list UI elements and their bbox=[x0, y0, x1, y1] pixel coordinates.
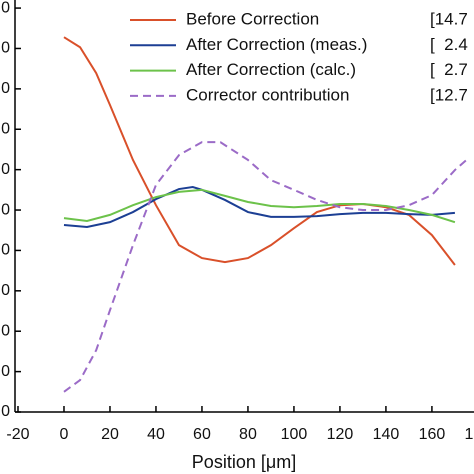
x-tick-label: 20 bbox=[101, 426, 119, 443]
x-tick-label: 180 bbox=[465, 426, 474, 443]
y-tick-label: 0 bbox=[1, 282, 10, 299]
x-tick-label: 160 bbox=[419, 426, 446, 443]
y-tick-label: 0 bbox=[1, 161, 10, 178]
y-tick-label: 0 bbox=[1, 0, 10, 16]
x-tick-label: 80 bbox=[239, 426, 257, 443]
legend-label: After Correction (calc.) bbox=[186, 60, 356, 79]
legend-value: [ 2.4 bbox=[430, 35, 468, 54]
y-tick-label: 0 bbox=[1, 403, 10, 420]
x-axis-label: Position [μm] bbox=[192, 452, 296, 472]
y-tick-label: 0 bbox=[1, 201, 10, 218]
y-tick-label: 0 bbox=[1, 322, 10, 339]
x-tick-label: 40 bbox=[147, 426, 165, 443]
legend-value: [12.7 bbox=[430, 85, 468, 104]
y-tick-label: 0 bbox=[1, 363, 10, 380]
x-tick-label: 140 bbox=[373, 426, 400, 443]
legend-value: [ 2.7 bbox=[430, 60, 468, 79]
series-line bbox=[63, 188, 456, 224]
legend-label: Before Correction bbox=[186, 9, 319, 28]
y-tick-label: 0 bbox=[1, 242, 10, 259]
x-tick-label: 60 bbox=[193, 426, 211, 443]
x-tick-label: -20 bbox=[6, 426, 29, 443]
series-line bbox=[63, 185, 456, 229]
y-tick-label: 0 bbox=[1, 40, 10, 57]
series-line bbox=[63, 141, 468, 393]
legend-value: [14.7 bbox=[430, 9, 468, 28]
x-tick-label: 120 bbox=[327, 426, 354, 443]
series-line bbox=[63, 36, 456, 266]
x-tick-label: 100 bbox=[281, 426, 308, 443]
legend-label: After Correction (meas.) bbox=[186, 35, 367, 54]
x-tick-label: 0 bbox=[60, 426, 69, 443]
legend-label: Corrector contribution bbox=[186, 85, 349, 104]
y-tick-label: 0 bbox=[1, 120, 10, 137]
y-tick-label: 0 bbox=[1, 80, 10, 97]
